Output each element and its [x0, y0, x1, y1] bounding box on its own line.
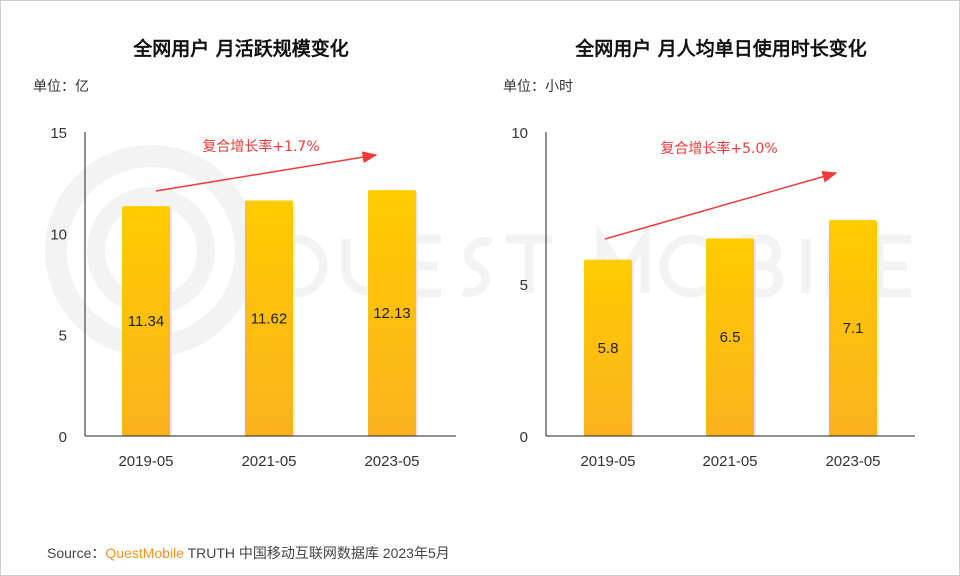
- y-tick-label: 10: [511, 125, 528, 142]
- y-tick-label: 0: [59, 429, 67, 446]
- x-tick-label: 2019-05: [580, 453, 635, 470]
- y-tick-label: 0: [520, 429, 528, 446]
- y-tick-label: 5: [520, 277, 528, 294]
- x-tick-label: 2021-05: [702, 453, 757, 470]
- unit-label: 单位：亿: [33, 79, 89, 95]
- bar-value-label: 12.13: [373, 305, 411, 322]
- cagr-annotation: 复合增长率+1.7%: [202, 138, 319, 155]
- watermark-logo: [45, 145, 911, 357]
- y-tick-label: 5: [59, 328, 67, 345]
- bar-value-label: 11.34: [128, 313, 164, 330]
- bar: [368, 190, 416, 436]
- x-tick-label: 2023-05: [364, 453, 419, 470]
- source-rest: TRUTH 中国移动互联网数据库 2023年5月: [183, 545, 450, 561]
- bar: [584, 259, 632, 436]
- bar: [245, 200, 293, 436]
- source-prefix: Source：: [47, 545, 106, 561]
- source-brand: QuestMobile: [105, 545, 184, 561]
- bar: [829, 220, 877, 436]
- source-line: Source：QuestMobile TRUTH 中国移动互联网数据库 2023…: [47, 543, 450, 563]
- chart-title: 全网用户 月人均单日使用时长变化: [574, 37, 867, 60]
- x-tick-label: 2023-05: [825, 453, 880, 470]
- growth-arrow: [155, 151, 378, 192]
- bar-value-label: 6.5: [720, 329, 741, 346]
- chart-title: 全网用户 月活跃规模变化: [132, 37, 349, 60]
- growth-arrow: [604, 170, 838, 240]
- y-tick-label: 15: [50, 125, 67, 142]
- bar: [706, 238, 754, 436]
- bar-value-label: 7.1: [843, 320, 864, 337]
- x-tick-label: 2019-05: [118, 453, 173, 470]
- bar: [122, 206, 170, 436]
- bar-value-label: 11.62: [251, 310, 287, 327]
- cagr-annotation: 复合增长率+5.0%: [660, 140, 777, 157]
- bar-value-label: 5.8: [598, 340, 619, 357]
- unit-label: 单位：小时: [503, 79, 573, 95]
- y-tick-label: 10: [50, 226, 67, 243]
- x-tick-label: 2021-05: [241, 453, 296, 470]
